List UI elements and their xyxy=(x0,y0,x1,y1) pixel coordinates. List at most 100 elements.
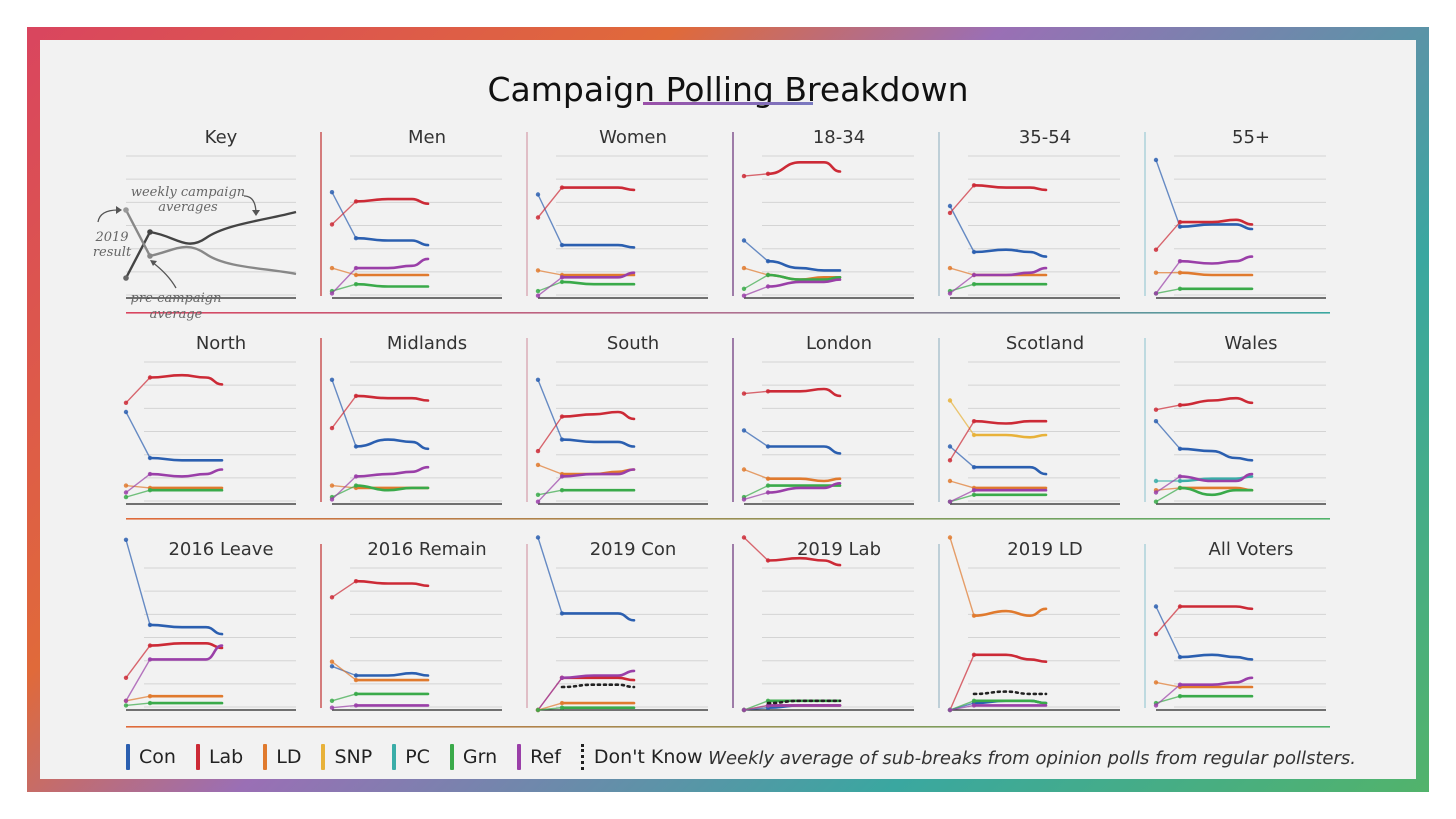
key-series-falling xyxy=(124,209,297,276)
legend-swatch xyxy=(392,744,397,770)
point-ref-2019 xyxy=(741,497,747,502)
series-lab-result-segment xyxy=(743,536,769,562)
point-lab-2019 xyxy=(329,595,335,600)
series-ref-campaign xyxy=(972,266,1048,277)
legend-item-ld: LD xyxy=(263,744,301,770)
panel-title: 2019 LD xyxy=(1007,539,1082,560)
key-point xyxy=(123,275,129,281)
panel-2019-ld: 2019 LD xyxy=(938,535,1120,713)
panel-south: South xyxy=(526,333,708,505)
point-ld-pre xyxy=(353,677,359,683)
point-lab-pre xyxy=(147,643,153,648)
panel-scotland: Scotland xyxy=(938,333,1120,505)
panel-55: 55+ xyxy=(1144,127,1326,299)
point-lab-2019 xyxy=(535,448,541,454)
legend-swatch xyxy=(449,744,454,770)
series-ref-campaign xyxy=(1178,255,1254,265)
point-ref-2019 xyxy=(1153,703,1159,708)
point-ref-2019 xyxy=(947,707,953,713)
point-lab-2019 xyxy=(1153,407,1159,412)
point-con-pre xyxy=(147,622,153,628)
series-ref-result-segment xyxy=(125,473,151,494)
point-ld-2019 xyxy=(329,265,335,271)
point-lab-pre xyxy=(971,183,977,188)
point-lab-2019 xyxy=(329,222,335,227)
panel-title: 55+ xyxy=(1232,127,1270,148)
legend-label: SNP xyxy=(334,746,373,768)
series-con-result-segment xyxy=(1155,159,1181,227)
key-point xyxy=(123,207,129,213)
series-con-result-segment xyxy=(331,191,357,239)
point-ld-2019 xyxy=(947,535,953,540)
series-ld-result-segment xyxy=(743,468,769,480)
series-lab-result-segment xyxy=(1155,404,1181,411)
point-lab-pre xyxy=(765,171,771,176)
series-lab-campaign xyxy=(1178,605,1254,611)
point-ld-2019 xyxy=(1153,680,1159,685)
series-ld-result-segment xyxy=(949,537,975,616)
series-con-campaign xyxy=(1178,653,1254,661)
series-con-campaign xyxy=(972,248,1048,258)
series-grn-result-segment xyxy=(1155,288,1181,295)
point-con-pre xyxy=(559,437,565,442)
series-grn-campaign xyxy=(560,280,636,286)
point-con-pre xyxy=(353,673,359,678)
point-grn-pre xyxy=(353,691,359,697)
point-lab-2019 xyxy=(741,173,747,179)
point-lab-pre xyxy=(971,419,977,424)
series-ref-result-segment xyxy=(1155,475,1181,494)
point-con-pre xyxy=(1177,224,1183,229)
series-con-campaign xyxy=(148,456,224,462)
series-con-result-segment xyxy=(125,539,151,626)
point-grn-pre xyxy=(147,488,153,493)
point-con-pre xyxy=(559,611,565,616)
panel-title: 2019 Con xyxy=(590,539,677,560)
point-pc-pre xyxy=(1177,478,1183,484)
series-ref-campaign xyxy=(1178,676,1254,687)
series-ref-campaign xyxy=(766,278,842,288)
point-lab-pre xyxy=(765,389,771,394)
series-lab-result-segment xyxy=(743,173,769,177)
point-con-2019 xyxy=(123,409,129,415)
series-ref-result-segment xyxy=(743,491,769,501)
point-ref-pre xyxy=(971,703,977,708)
point-ref-pre xyxy=(1177,259,1183,264)
panel-title: 2019 Lab xyxy=(797,539,881,560)
point-grn-pre xyxy=(147,700,153,706)
series-ref-result-segment xyxy=(743,704,769,711)
key-point xyxy=(147,253,153,259)
panel-title: Midlands xyxy=(387,333,467,354)
series-ref-campaign xyxy=(560,468,636,478)
legend-item-pc: PC xyxy=(392,744,430,770)
panel-title: Wales xyxy=(1224,333,1277,354)
series-grn-result-segment xyxy=(743,484,769,498)
series-lab-result-segment xyxy=(537,187,563,218)
series-ref-result-segment xyxy=(537,276,563,297)
series-grn-result-segment xyxy=(949,700,975,711)
panel-2019-con: 2019 Con xyxy=(526,535,708,713)
series-con-result-segment xyxy=(743,239,769,262)
series-lab-campaign xyxy=(1178,396,1254,407)
point-lab-pre xyxy=(1177,604,1183,609)
point-ref-pre xyxy=(353,265,359,271)
key-arrow xyxy=(97,209,119,223)
point-con-pre xyxy=(765,444,771,449)
series-grn-result-segment xyxy=(743,700,769,711)
legend-label: Don't Know xyxy=(593,746,703,768)
point-lab-pre xyxy=(559,185,565,190)
point-grn-2019 xyxy=(329,698,335,703)
series-ld-campaign xyxy=(1178,271,1254,277)
point-lab-2019 xyxy=(123,675,129,680)
series-ref-campaign xyxy=(560,669,636,680)
key-arrow-head xyxy=(116,206,122,214)
point-ref-pre xyxy=(971,272,977,278)
point-lab-pre xyxy=(353,393,359,399)
point-grn-pre xyxy=(559,488,565,493)
point-lab-pre xyxy=(971,652,977,657)
series-lab-result-segment xyxy=(949,654,975,711)
point-con-2019 xyxy=(329,377,335,382)
panel-title: 2016 Leave xyxy=(168,539,273,560)
series-ref-result-segment xyxy=(125,659,151,702)
key-annotation: 2019 xyxy=(94,230,128,245)
point-ld-pre xyxy=(971,613,977,618)
